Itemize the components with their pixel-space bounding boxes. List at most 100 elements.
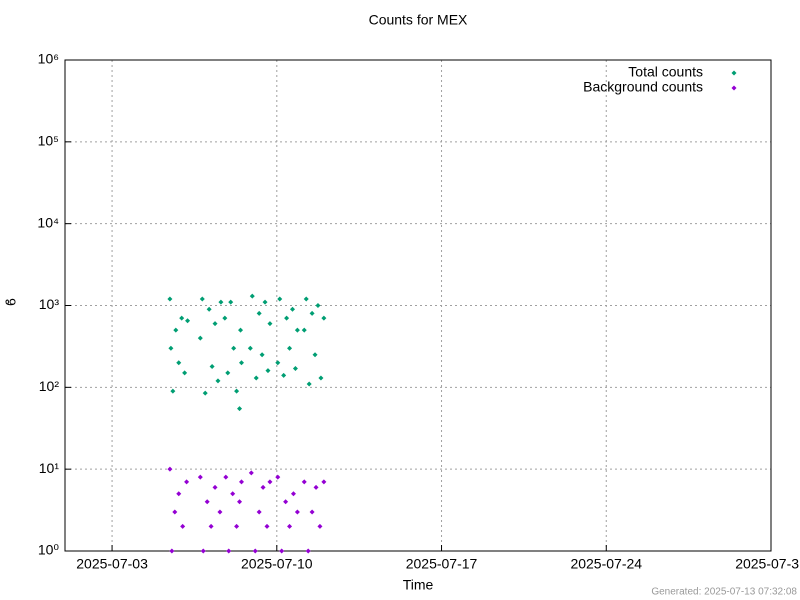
data-point — [292, 365, 298, 371]
data-point — [226, 548, 232, 554]
x-tick-label: 2025-07-24 — [570, 556, 642, 572]
data-point — [306, 381, 312, 387]
data-point — [317, 523, 323, 529]
data-point — [234, 523, 240, 529]
data-point — [279, 548, 285, 554]
data-point — [230, 491, 236, 497]
data-point — [309, 310, 315, 316]
data-point — [180, 523, 186, 529]
data-point — [239, 360, 244, 366]
data-point — [248, 470, 254, 476]
data-point — [238, 327, 244, 333]
legend-label: Background counts — [583, 79, 703, 95]
data-point — [301, 327, 307, 333]
data-point — [287, 345, 293, 351]
data-point — [231, 345, 237, 351]
data-point — [294, 327, 300, 333]
data-point — [234, 388, 240, 394]
data-point — [218, 299, 224, 305]
data-point — [206, 306, 212, 312]
data-point — [228, 299, 234, 305]
data-point — [176, 360, 182, 366]
data-point — [309, 509, 315, 515]
data-point — [281, 372, 287, 378]
data-point — [312, 352, 318, 358]
data-point — [267, 479, 273, 485]
data-point — [172, 509, 178, 515]
data-point — [170, 388, 176, 394]
data-point — [237, 406, 243, 412]
data-point — [222, 315, 228, 321]
data-point — [294, 509, 300, 515]
data-point — [185, 318, 191, 324]
data-point — [184, 479, 190, 485]
data-point — [167, 466, 173, 472]
data-point — [176, 491, 182, 497]
data-point — [301, 479, 307, 485]
data-point — [259, 352, 265, 358]
data-point — [315, 303, 321, 308]
data-point — [256, 509, 262, 515]
y-tick-label: 10¹ — [39, 460, 60, 476]
data-point — [212, 321, 218, 327]
data-point — [275, 474, 281, 480]
data-point — [277, 296, 283, 302]
data-point — [260, 484, 266, 490]
y-axis-label: ϐ — [3, 298, 19, 306]
data-point — [247, 345, 253, 351]
data-point — [169, 548, 175, 554]
data-point — [321, 479, 327, 485]
data-point — [168, 345, 174, 351]
data-point — [212, 484, 218, 490]
data-point — [313, 484, 319, 490]
data-point — [167, 296, 173, 302]
y-tick-label: 10⁰ — [38, 542, 60, 558]
data-point — [199, 296, 205, 302]
x-tick-label: 2025-07-10 — [241, 556, 313, 572]
data-point — [287, 523, 293, 529]
data-point — [197, 335, 203, 341]
footer: Generated: 2025-07-13 07:32:08 — [651, 587, 797, 598]
legend-marker — [731, 85, 737, 91]
legend-label: Total counts — [628, 64, 703, 80]
y-tick-label: 10⁴ — [37, 214, 59, 230]
x-tick-label: 2025-07-17 — [406, 556, 478, 572]
data-point — [267, 321, 273, 327]
data-point — [200, 548, 206, 554]
data-point — [202, 390, 208, 396]
data-point — [321, 315, 327, 321]
data-point — [289, 306, 295, 312]
data-point — [223, 474, 229, 480]
data-point — [253, 375, 259, 381]
x-tick-label: 2025-07-31 — [735, 556, 800, 572]
data-point — [208, 523, 214, 529]
data-point — [283, 499, 289, 505]
plot-border — [64, 59, 772, 552]
data-point — [256, 310, 262, 316]
data-point — [252, 548, 258, 554]
x-tick-label: 2025-07-03 — [76, 556, 148, 572]
data-point — [209, 363, 215, 369]
data-point — [284, 315, 290, 321]
data-point — [179, 315, 185, 321]
data-point — [318, 375, 324, 381]
y-tick-label: 10³ — [39, 296, 60, 312]
data-point — [275, 360, 281, 366]
data-point — [197, 474, 203, 480]
data-point — [303, 296, 309, 302]
legend-marker — [731, 70, 737, 76]
data-point — [173, 327, 179, 333]
y-tick-label: 10² — [39, 378, 60, 394]
data-point — [182, 370, 188, 376]
data-point — [262, 299, 268, 305]
data-point — [239, 479, 244, 485]
x-axis-label: Time — [403, 577, 434, 593]
data-point — [217, 509, 223, 515]
data-point — [249, 293, 255, 299]
chart-title: Counts for MEX — [369, 12, 468, 28]
data-point — [204, 499, 210, 505]
data-point — [305, 548, 311, 554]
data-point — [215, 378, 221, 384]
data-point — [237, 499, 243, 505]
